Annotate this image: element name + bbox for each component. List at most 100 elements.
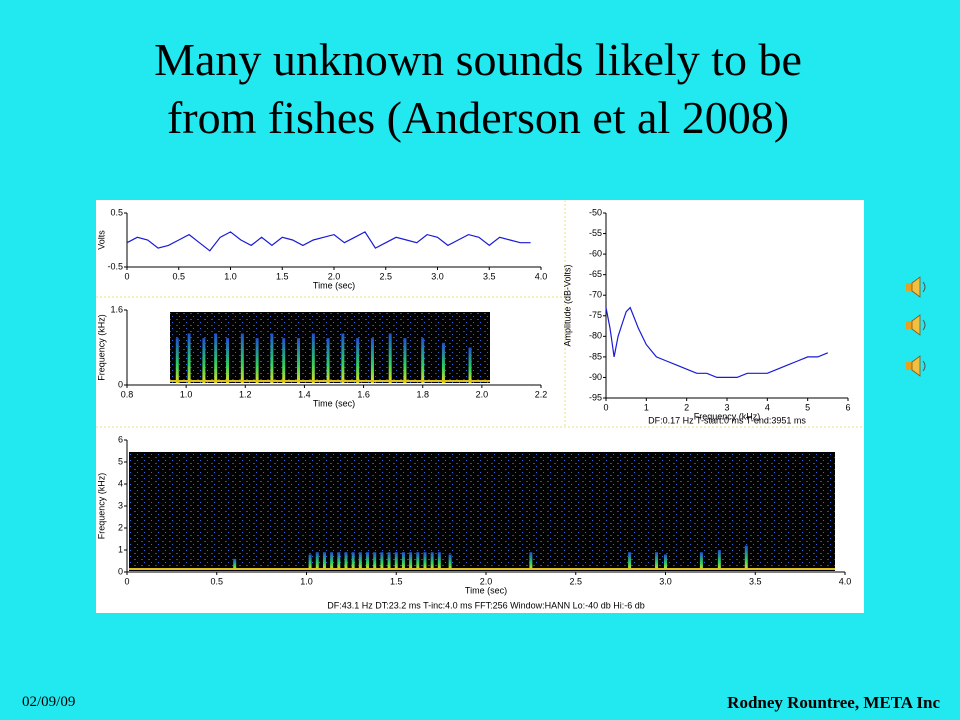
caption: DF:43.1 Hz DT:23.2 ms T-inc:4.0 ms FFT:2… [327, 600, 644, 610]
spectrogram-pulse [416, 552, 420, 570]
x-tick-label: 3.0 [431, 271, 444, 281]
x-tick-label: 1.0 [180, 389, 193, 399]
x-tick-label: 0 [124, 576, 129, 586]
y-tick-label: -50 [589, 207, 602, 217]
x-tick-label: 1.5 [276, 271, 289, 281]
x-tick-label: 4.0 [535, 271, 548, 281]
x-tick-label: 0 [124, 271, 129, 281]
y-tick-label: 6 [118, 434, 123, 444]
author: Rodney Rountree, META Inc [727, 693, 940, 712]
x-tick-label: 1.6 [357, 389, 370, 399]
x-tick-label: 2.5 [569, 576, 582, 586]
x-tick-label: 2 [684, 402, 689, 412]
x-tick-label: 3.5 [749, 576, 762, 586]
x-tick-label: 2.5 [379, 271, 392, 281]
spectrogram-pulse [370, 338, 374, 383]
spectrogram-pulse [344, 552, 348, 570]
y-tick-label: 3 [118, 500, 123, 510]
spectrogram-pulse [322, 552, 326, 570]
spectrogram-pulse [358, 552, 362, 570]
x-tick-label: 0 [603, 402, 608, 412]
y-tick-label: 0.5 [110, 207, 123, 217]
spectrogram-pulse [226, 338, 230, 383]
date: 02/09/09 [22, 694, 75, 710]
spectrogram-pulse [326, 338, 330, 383]
x-axis-label: Time (sec) [465, 585, 507, 595]
spectrogram-pulse [175, 338, 179, 383]
figure-plots: 0 0.5 1.0 1.5 2.0 2.5 3.0 3.5 4.0 -0.5 0.5 Time (se… [96, 207, 851, 610]
spectrogram-pulse [655, 552, 659, 570]
spectrogram-pulse [388, 333, 392, 383]
panel-dividers [96, 200, 864, 428]
y-tick-label: -85 [589, 351, 602, 361]
spectrogram-pulse [240, 333, 244, 383]
spectrogram-background [170, 312, 490, 383]
y-tick-label: -70 [589, 290, 602, 300]
x-tick-label: 1.2 [239, 389, 252, 399]
y-tick-label: -65 [589, 269, 602, 279]
spectrogram-pulse [448, 554, 452, 570]
spectrogram-pulse [441, 342, 445, 383]
spectrogram-pulse [628, 552, 632, 570]
spectrogram-pulse [744, 545, 748, 570]
y-axis-label: Frequency (kHz) [96, 314, 106, 381]
y-tick-label: -60 [589, 248, 602, 258]
spectrogram-pulse [255, 338, 259, 383]
x-axis-label: Frequency (kHz) [694, 411, 761, 421]
spectrogram-pulse [423, 552, 427, 570]
data-line [605, 306, 829, 378]
spectrogram-pulse [401, 552, 405, 570]
x-tick-label: 0.8 [121, 389, 134, 399]
y-tick-label: -55 [589, 228, 602, 238]
spectrogram-pulse [717, 550, 721, 570]
spectrogram-pulse [315, 552, 319, 570]
spectrogram-pulse [214, 333, 218, 383]
spectrogram-pulse [337, 552, 341, 570]
spectrogram-pulse [297, 338, 301, 383]
y-tick-label: -95 [589, 392, 602, 402]
x-tick-label: 1.4 [298, 389, 311, 399]
spectrogram-pulse [270, 333, 274, 383]
x-tick-label: 2.0 [476, 389, 489, 399]
y-tick-label: 0 [118, 379, 123, 389]
spectrogram-pulse [351, 552, 355, 570]
x-tick-label: 2.0 [480, 576, 493, 586]
spectrogram-pulse [409, 552, 413, 570]
spectrogram-floor [129, 568, 835, 570]
y-tick-label: 5 [118, 456, 123, 466]
data-line [126, 231, 531, 252]
x-tick-label: 3.5 [483, 271, 496, 281]
spectrogram-pulse [187, 333, 191, 383]
speaker-icons[interactable] [906, 276, 926, 377]
y-axis-label: Frequency (kHz) [96, 473, 106, 540]
spectrogram-pulse [356, 338, 360, 383]
y-tick-label: -80 [589, 331, 602, 341]
y-tick-label: 1.6 [110, 304, 123, 314]
spectrogram-pulse [202, 338, 206, 383]
spectrogram-floor [170, 380, 490, 382]
x-tick-label: 4 [765, 402, 770, 412]
spectrogram-pulse [699, 552, 703, 570]
y-tick-label: -90 [589, 372, 602, 382]
spectrogram-pulse [282, 338, 286, 383]
spectrogram-pulse [437, 552, 441, 570]
spectrogram-pulse [341, 333, 345, 383]
y-tick-label: -0.5 [107, 261, 123, 271]
spectrogram-pulse [366, 552, 370, 570]
spectrogram-pulse [468, 347, 472, 383]
x-tick-label: 0.5 [210, 576, 223, 586]
x-tick-label: 2.2 [535, 389, 548, 399]
x-tick-label: 3.0 [659, 576, 672, 586]
x-tick-label: 0.5 [172, 271, 185, 281]
x-tick-label: 3 [724, 402, 729, 412]
title: Many unknown sounds likely to be from fis… [154, 34, 802, 143]
x-tick-label: 1 [644, 402, 649, 412]
x-tick-label: 1.5 [390, 576, 403, 586]
spectrogram-pulse [311, 333, 315, 383]
spectrogram-pulse [394, 552, 398, 570]
spectrogram-pulse [387, 552, 391, 570]
y-tick-label: -75 [589, 310, 602, 320]
y-axis-label: Amplitude (dB-Volts) [562, 264, 572, 346]
spectrogram-pulse [664, 554, 667, 570]
